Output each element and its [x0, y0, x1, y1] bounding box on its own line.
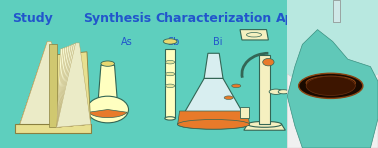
Text: Sb: Sb	[168, 37, 180, 47]
Polygon shape	[240, 107, 249, 118]
Polygon shape	[287, 30, 378, 148]
Polygon shape	[57, 45, 91, 127]
Polygon shape	[355, 74, 378, 148]
Circle shape	[306, 76, 355, 95]
Circle shape	[163, 39, 177, 44]
Text: Characterization: Characterization	[155, 12, 272, 25]
Ellipse shape	[243, 31, 265, 38]
Ellipse shape	[248, 121, 282, 127]
Text: Study: Study	[12, 12, 53, 25]
Circle shape	[269, 89, 283, 94]
Wedge shape	[88, 110, 127, 118]
Ellipse shape	[178, 120, 249, 129]
Polygon shape	[240, 30, 268, 40]
Polygon shape	[57, 49, 91, 127]
Circle shape	[166, 84, 175, 88]
Circle shape	[232, 84, 241, 88]
Polygon shape	[259, 55, 270, 124]
Ellipse shape	[165, 117, 175, 120]
Polygon shape	[57, 45, 91, 127]
Polygon shape	[98, 65, 117, 99]
Polygon shape	[57, 44, 91, 127]
Ellipse shape	[263, 58, 274, 66]
Polygon shape	[178, 111, 249, 124]
Circle shape	[224, 96, 233, 99]
Polygon shape	[287, 0, 378, 148]
Polygon shape	[57, 52, 91, 127]
Polygon shape	[287, 74, 310, 148]
Circle shape	[278, 90, 289, 94]
Polygon shape	[19, 44, 86, 127]
FancyBboxPatch shape	[287, 0, 378, 148]
Text: Synthesis: Synthesis	[83, 12, 151, 25]
Polygon shape	[49, 44, 57, 127]
Circle shape	[101, 61, 115, 66]
Polygon shape	[19, 47, 88, 127]
Circle shape	[299, 73, 363, 98]
Text: Applications: Applications	[276, 12, 363, 25]
Polygon shape	[19, 45, 87, 127]
Polygon shape	[19, 49, 89, 127]
Ellipse shape	[246, 33, 262, 37]
Text: As: As	[121, 37, 133, 47]
Polygon shape	[57, 48, 91, 127]
Circle shape	[166, 72, 175, 76]
Polygon shape	[57, 47, 91, 127]
Polygon shape	[333, 0, 340, 22]
Polygon shape	[244, 124, 285, 130]
Polygon shape	[165, 49, 175, 118]
Polygon shape	[178, 78, 249, 124]
Polygon shape	[19, 42, 85, 127]
Polygon shape	[57, 43, 91, 127]
Polygon shape	[204, 53, 223, 78]
Polygon shape	[19, 46, 87, 127]
Ellipse shape	[306, 76, 355, 90]
Ellipse shape	[87, 96, 129, 123]
Ellipse shape	[178, 120, 249, 129]
Text: Bi: Bi	[212, 37, 222, 47]
Polygon shape	[19, 41, 85, 127]
Polygon shape	[15, 124, 91, 133]
Polygon shape	[19, 48, 88, 127]
Circle shape	[166, 60, 175, 64]
Polygon shape	[57, 46, 91, 127]
